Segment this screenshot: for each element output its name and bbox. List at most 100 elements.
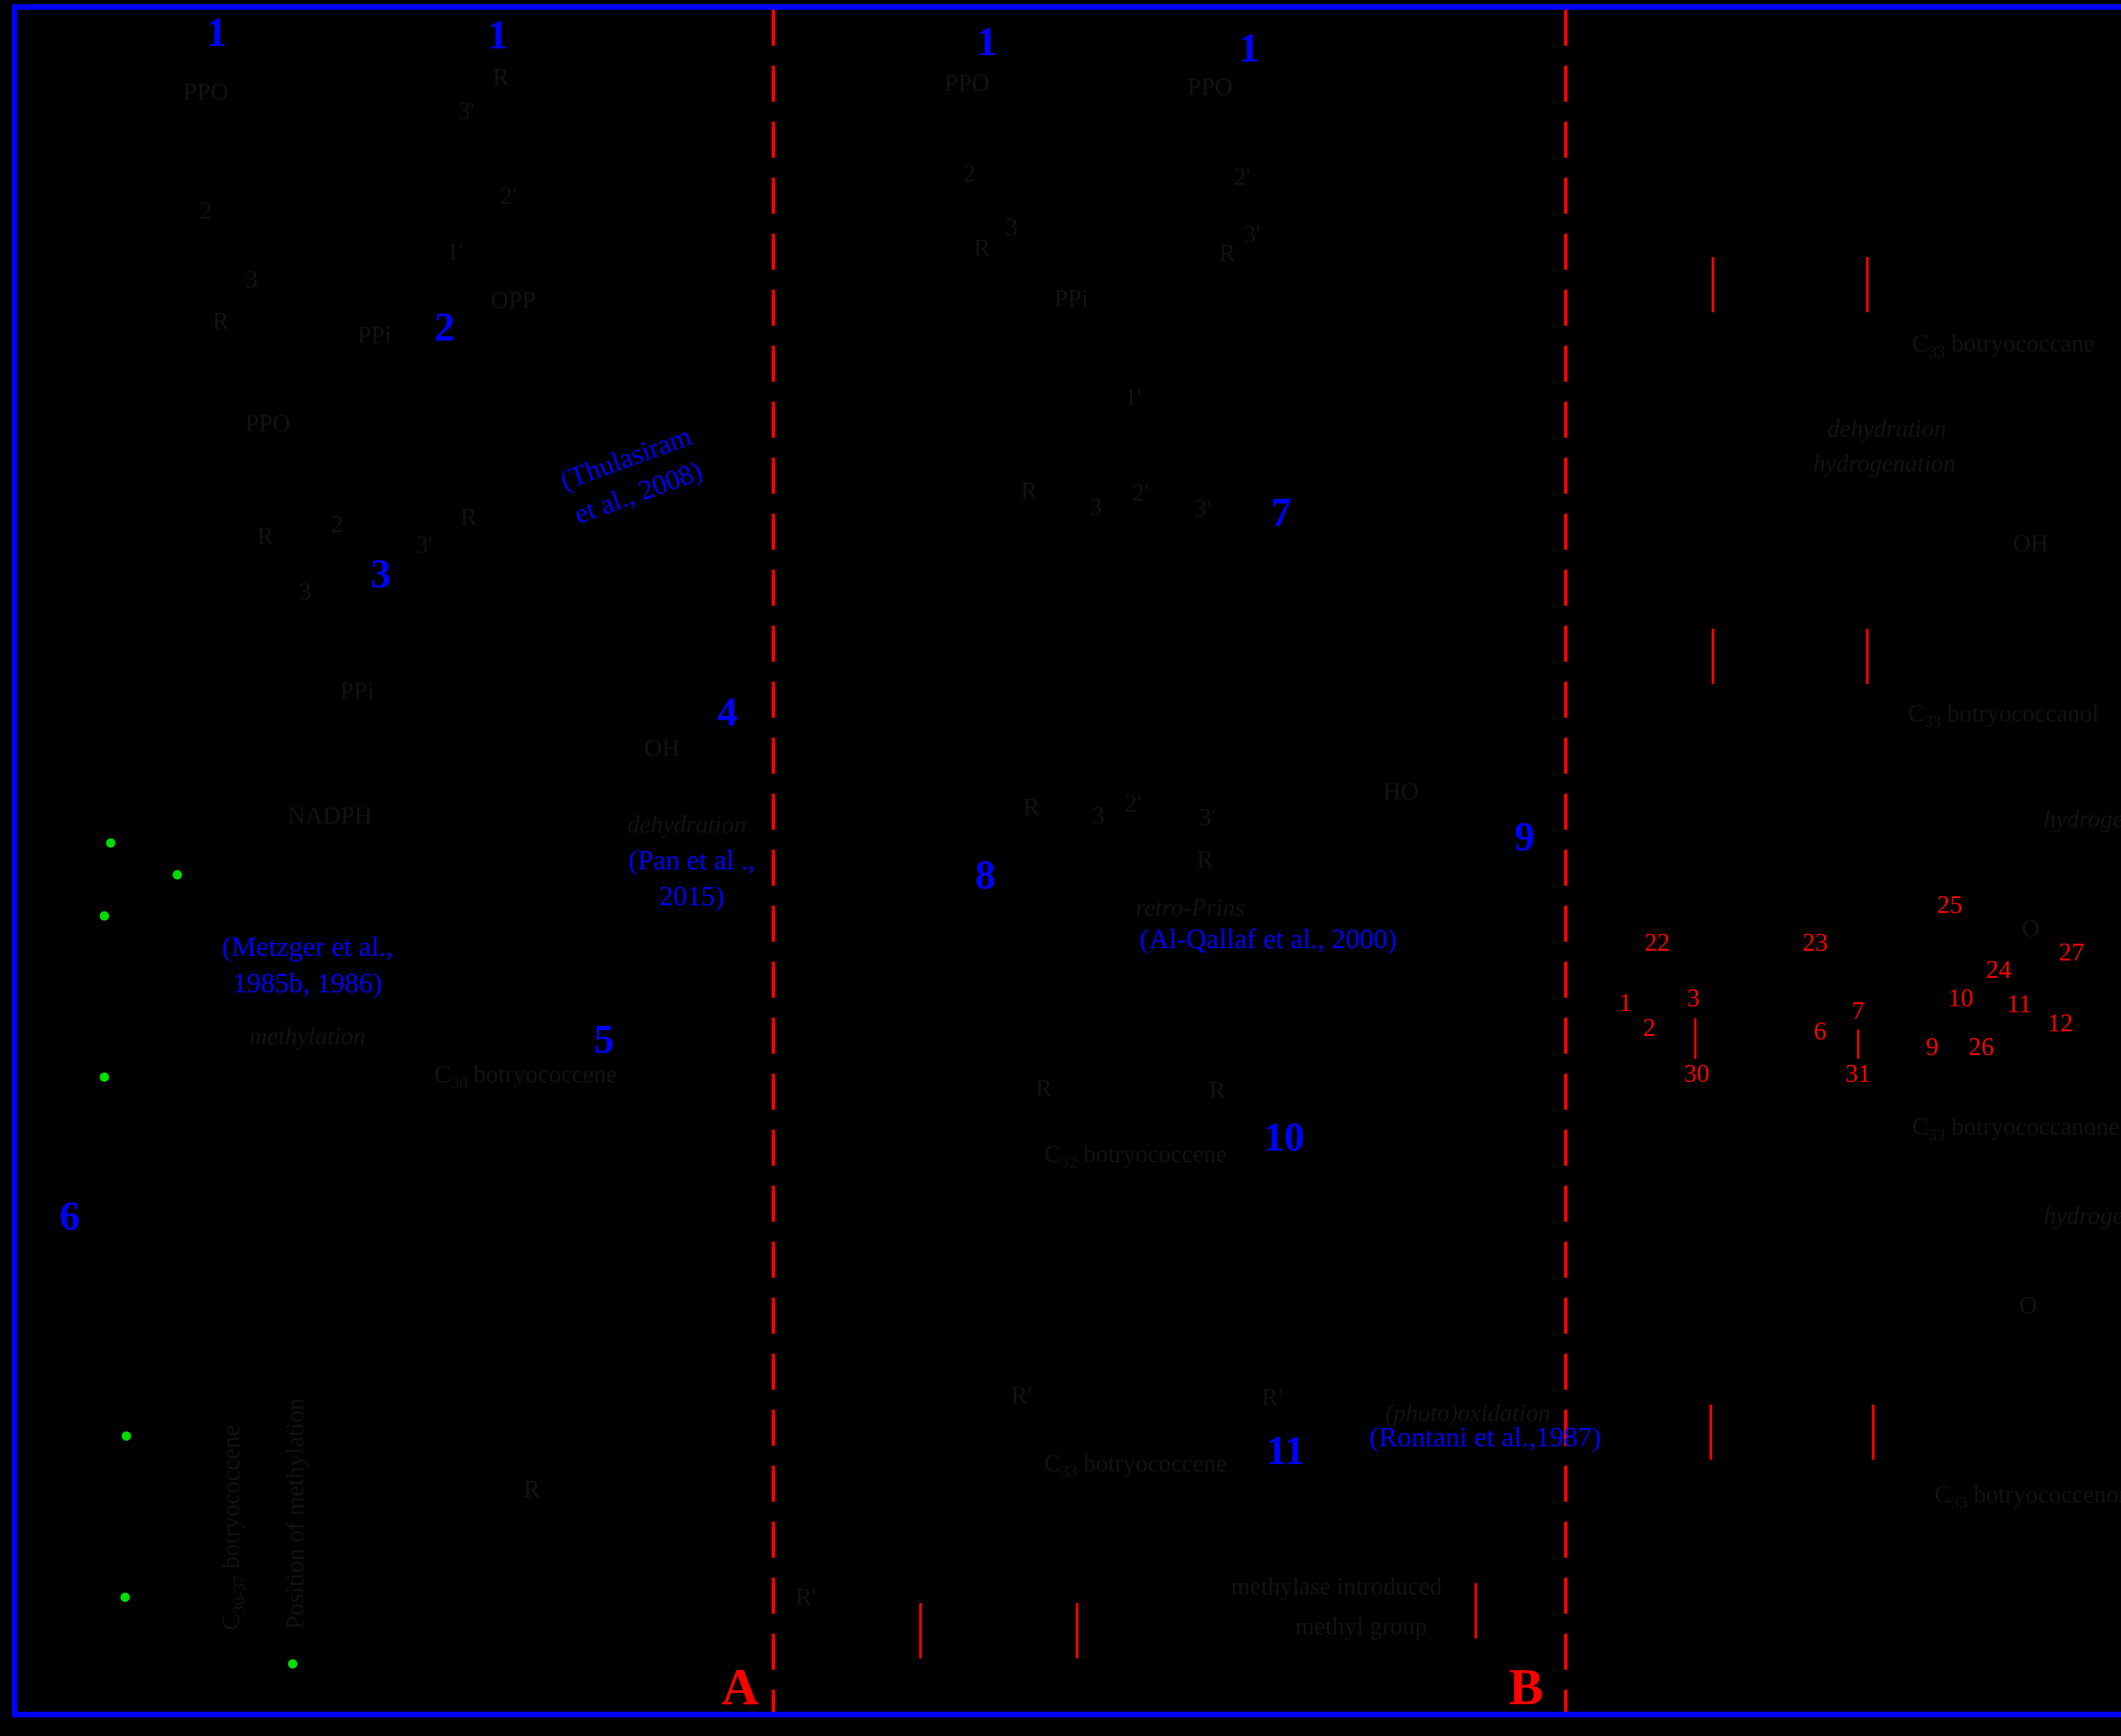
faint-structure-label-13: R bbox=[257, 522, 274, 550]
carbon-number-1: 1 bbox=[1619, 988, 1632, 1016]
citation-2: (Pan et al ., 2015) bbox=[628, 844, 756, 912]
methyl-position-tick-b-13 bbox=[919, 1603, 922, 1659]
carbon-number-25: 25 bbox=[1937, 890, 1963, 918]
carbon-number-10: 10 bbox=[1948, 983, 1974, 1012]
faint-structure-label-59: hydrogenation bbox=[1813, 449, 1956, 477]
carbon-number-23: 23 bbox=[1802, 928, 1828, 957]
faint-structure-label-58: dehydration bbox=[1827, 414, 1947, 442]
compound-number-a-1: 1 bbox=[206, 9, 227, 55]
compound-number-a-4: 4 bbox=[717, 689, 738, 734]
carbon-number-31: 31 bbox=[1845, 1059, 1871, 1088]
faint-structure-label-53: R' bbox=[1261, 1383, 1283, 1411]
faint-structure-label-18: OH bbox=[644, 734, 680, 762]
methylation-dot-6 bbox=[120, 1593, 130, 1602]
carbon-number-26: 26 bbox=[1968, 1033, 1994, 1061]
red-bond-line-1 bbox=[1694, 1018, 1697, 1059]
faint-structure-label-29: 2' bbox=[1234, 163, 1251, 191]
faint-structure-label-54: R' bbox=[795, 1583, 817, 1611]
methylation-dot-5 bbox=[122, 1431, 132, 1441]
faint-structure-label-19: NADPH bbox=[287, 801, 372, 829]
faint-structure-label-42: 2' bbox=[1125, 790, 1142, 818]
methylation-dot-2 bbox=[172, 870, 182, 879]
methyl-position-tick-c-2 bbox=[1866, 257, 1869, 313]
compound-number-b-1: 1 bbox=[977, 19, 997, 64]
faint-structure-label-8: R bbox=[212, 307, 229, 335]
faint-structure-label-63: O bbox=[2022, 914, 2040, 942]
faint-structure-label-45: HO bbox=[1383, 777, 1419, 805]
faint-structure-label-43: 3' bbox=[1199, 803, 1216, 831]
citation-1: (Thulasiram et al., 2008) bbox=[556, 420, 707, 530]
panel-letter-a: A bbox=[721, 1658, 759, 1716]
faint-structure-label-27: PPO bbox=[1187, 73, 1233, 101]
carbon-number-6: 6 bbox=[1813, 1016, 1827, 1045]
faint-structure-label-52: R' bbox=[1011, 1381, 1032, 1409]
citation-5: (Rontani et al.,1987) bbox=[1369, 1422, 1601, 1453]
faint-structure-label-37: 3 bbox=[1089, 493, 1102, 521]
faint-structure-label-38: 2' bbox=[1132, 479, 1149, 507]
compound-number-a-1: 1 bbox=[487, 11, 508, 57]
compound-number-a-3: 3 bbox=[370, 551, 391, 596]
carbon-number-3: 3 bbox=[1687, 983, 1700, 1012]
faint-structure-label-34: PPi bbox=[1054, 284, 1088, 312]
faint-structure-label-9: OPP bbox=[490, 286, 536, 314]
methylation-dot-4 bbox=[100, 1072, 109, 1082]
citation-3: (Metzger et al., 1985b, 1986) bbox=[222, 931, 393, 999]
faint-structure-label-56: methyl group bbox=[1295, 1612, 1427, 1640]
faint-structure-label-36: R bbox=[1021, 477, 1038, 505]
faint-structure-label-22: C30 botryococcene bbox=[434, 1060, 617, 1092]
methylation-dot-1 bbox=[106, 838, 116, 848]
compound-number-b-9: 9 bbox=[1514, 814, 1535, 860]
panel-letter-b: B bbox=[1508, 1658, 1544, 1716]
faint-structure-label-11: PPO bbox=[245, 409, 291, 437]
faint-structure-label-64: C33 botryococcanone bbox=[1912, 1112, 2120, 1144]
faint-structure-label-55: methylase introduced bbox=[1231, 1572, 1442, 1600]
faint-structure-label-30: 3 bbox=[1005, 213, 1018, 241]
carbon-number-24: 24 bbox=[1986, 955, 2012, 983]
faint-structure-label-20: dehydration bbox=[627, 810, 747, 838]
compound-number-b-11: 11 bbox=[1266, 1427, 1305, 1473]
methylation-dot-3 bbox=[100, 911, 109, 921]
methyl-position-tick-c-10 bbox=[1872, 1404, 1875, 1460]
compound-number-b-1: 1 bbox=[1239, 25, 1259, 70]
carbon-number-30: 30 bbox=[1684, 1059, 1710, 1088]
methyl-position-tick-c-6 bbox=[1866, 628, 1869, 684]
faint-structure-label-57: C33 botryococcane bbox=[1912, 329, 2095, 361]
carbon-number-11: 11 bbox=[2007, 990, 2032, 1018]
faint-structure-label-39: 3' bbox=[1194, 494, 1211, 522]
methyl-position-tick-c-1 bbox=[1711, 257, 1714, 313]
faint-structure-label-65: hydrogenation bbox=[2043, 1202, 2121, 1230]
faint-structure-label-32: R bbox=[974, 234, 990, 262]
faint-structure-label-60: OH bbox=[2013, 529, 2048, 557]
compound-number-b-8: 8 bbox=[975, 852, 996, 898]
faint-structure-label-16: 3 bbox=[299, 578, 311, 606]
compound-number-b-10: 10 bbox=[1264, 1114, 1305, 1160]
compound-number-a-6: 6 bbox=[59, 1193, 80, 1239]
faint-structure-label-66: O bbox=[2019, 1291, 2037, 1319]
faint-structure-label-35: 1' bbox=[1125, 383, 1142, 411]
panel-divider-1 bbox=[772, 10, 775, 1712]
faint-structure-label-46: retro-Prins bbox=[1136, 893, 1245, 921]
faint-structure-label-25: R bbox=[523, 1475, 540, 1503]
faint-structure-label-10: PPi bbox=[357, 321, 392, 349]
faint-structure-label-67: C33 botryococcenone bbox=[1934, 1480, 2121, 1512]
faint-structure-label-6: 1' bbox=[446, 237, 464, 265]
faint-structure-label-14: R bbox=[460, 503, 477, 531]
compound-number-a-2: 2 bbox=[434, 304, 455, 350]
citation-4: (Al-Qallaf et al., 2000) bbox=[1139, 923, 1397, 955]
methylation-dot-7 bbox=[288, 1659, 297, 1669]
faint-structure-label-7: 3 bbox=[245, 265, 258, 293]
faint-structure-label-3: 3' bbox=[458, 97, 475, 125]
faint-structure-label-17: PPi bbox=[340, 677, 374, 705]
carbon-number-12: 12 bbox=[2048, 1009, 2073, 1037]
faint-structure-label-51: C33 botryococcene bbox=[1044, 1449, 1227, 1481]
faint-structure-label-33: R bbox=[1219, 239, 1236, 267]
faint-structure-label-15: 3' bbox=[415, 531, 433, 559]
red-bond-line-2 bbox=[1857, 1029, 1860, 1059]
faint-structure-label-61: C33 botryococcanol bbox=[1908, 699, 2099, 731]
faint-structure-label-28: 2 bbox=[963, 159, 976, 187]
faint-structure-label-24: Position of methylation bbox=[281, 1398, 309, 1630]
faint-structure-label-41: 3 bbox=[1092, 801, 1105, 829]
faint-structure-label-12: 2 bbox=[331, 510, 344, 538]
faint-structure-label-23: C30-37 botryococcene bbox=[217, 1425, 249, 1630]
